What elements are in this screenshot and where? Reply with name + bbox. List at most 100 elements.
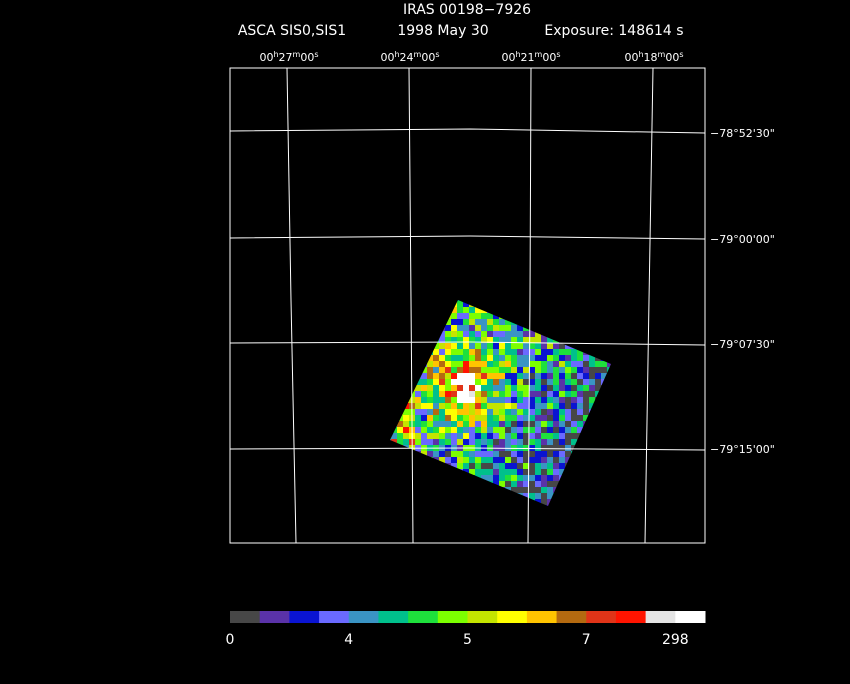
image-pixel xyxy=(565,493,571,499)
image-pixel xyxy=(475,385,481,391)
image-pixel xyxy=(517,481,523,487)
image-pixel xyxy=(481,300,487,301)
image-pixel xyxy=(445,505,451,506)
image-pixel xyxy=(487,379,493,385)
image-pixel xyxy=(421,427,427,433)
image-pixel xyxy=(481,343,487,349)
ra-label: 00h21m00s xyxy=(501,50,560,64)
image-pixel xyxy=(511,457,517,463)
image-pixel xyxy=(415,373,421,379)
image-pixel xyxy=(409,300,415,301)
image-pixel xyxy=(571,505,577,506)
ra-unit: s xyxy=(314,50,318,59)
image-pixel xyxy=(409,505,415,506)
image-pixel xyxy=(469,331,475,337)
image-pixel xyxy=(499,415,505,421)
image-pixel xyxy=(499,433,505,439)
image-pixel xyxy=(499,301,505,307)
ra-unit: h xyxy=(638,50,643,59)
image-pixel xyxy=(439,487,445,493)
image-pixel xyxy=(613,397,619,403)
image-pixel xyxy=(565,319,571,325)
image-pixel xyxy=(463,379,469,385)
image-pixel xyxy=(390,391,391,397)
image-pixel xyxy=(421,433,427,439)
image-pixel xyxy=(583,379,589,385)
image-pixel xyxy=(390,373,391,379)
image-pixel xyxy=(553,463,559,469)
image-pixel xyxy=(553,343,559,349)
image-pixel xyxy=(463,343,469,349)
image-pixel xyxy=(505,505,511,506)
image-pixel xyxy=(463,433,469,439)
image-pixel xyxy=(595,397,601,403)
image-pixel xyxy=(595,427,601,433)
image-pixel xyxy=(451,349,457,355)
image-pixel xyxy=(433,343,439,349)
image-pixel xyxy=(535,445,541,451)
image-pixel xyxy=(481,301,487,307)
image-pixel xyxy=(499,481,505,487)
image-pixel xyxy=(565,445,571,451)
image-pixel xyxy=(451,367,457,373)
image-pixel xyxy=(577,391,583,397)
image-pixel xyxy=(433,361,439,367)
image-pixel xyxy=(505,463,511,469)
image-pixel xyxy=(583,397,589,403)
image-pixel xyxy=(517,463,523,469)
image-pixel xyxy=(613,487,619,493)
image-pixel xyxy=(517,493,523,499)
image-pixel xyxy=(439,409,445,415)
image-pixel xyxy=(493,331,499,337)
image-pixel xyxy=(403,355,409,361)
image-pixel xyxy=(565,349,571,355)
image-pixel xyxy=(433,427,439,433)
image-pixel xyxy=(499,475,505,481)
image-pixel xyxy=(529,439,535,445)
image-pixel xyxy=(559,300,565,301)
ra-number: 00 xyxy=(421,51,435,64)
image-pixel xyxy=(463,397,469,403)
image-pixel xyxy=(439,385,445,391)
image-pixel xyxy=(511,325,517,331)
image-pixel xyxy=(547,403,553,409)
image-pixel xyxy=(511,355,517,361)
image-pixel xyxy=(390,385,391,391)
image-pixel xyxy=(505,307,511,313)
image-pixel xyxy=(433,493,439,499)
image-pixel xyxy=(403,409,409,415)
image-pixel xyxy=(607,505,611,506)
image-pixel xyxy=(390,300,391,301)
image-pixel xyxy=(499,427,505,433)
image-pixel xyxy=(577,457,583,463)
dec-label: −79°15'00" xyxy=(710,443,775,456)
image-pixel xyxy=(541,487,547,493)
image-pixel xyxy=(499,403,505,409)
image-pixel xyxy=(607,397,611,403)
image-pixel xyxy=(463,415,469,421)
image-pixel xyxy=(613,337,619,343)
image-pixel xyxy=(433,403,439,409)
image-pixel xyxy=(547,433,553,439)
image-pixel xyxy=(553,391,559,397)
image-pixel xyxy=(535,409,541,415)
image-pixel xyxy=(439,457,445,463)
image-pixel xyxy=(403,481,409,487)
image-pixel xyxy=(523,427,529,433)
image-pixel xyxy=(390,505,391,506)
image-pixel xyxy=(535,391,541,397)
image-pixel xyxy=(403,457,409,463)
image-pixel xyxy=(571,433,577,439)
image-pixel xyxy=(397,463,403,469)
image-pixel xyxy=(469,409,475,415)
image-pixel xyxy=(583,361,589,367)
image-pixel xyxy=(409,487,415,493)
ra-label: 00h18m00s xyxy=(624,50,683,64)
image-pixel xyxy=(583,300,589,301)
image-pixel xyxy=(541,397,547,403)
image-pixel xyxy=(595,391,601,397)
image-pixel xyxy=(397,493,403,499)
image-pixel xyxy=(535,319,541,325)
image-pixel xyxy=(391,301,397,307)
image-pixel xyxy=(403,439,409,445)
